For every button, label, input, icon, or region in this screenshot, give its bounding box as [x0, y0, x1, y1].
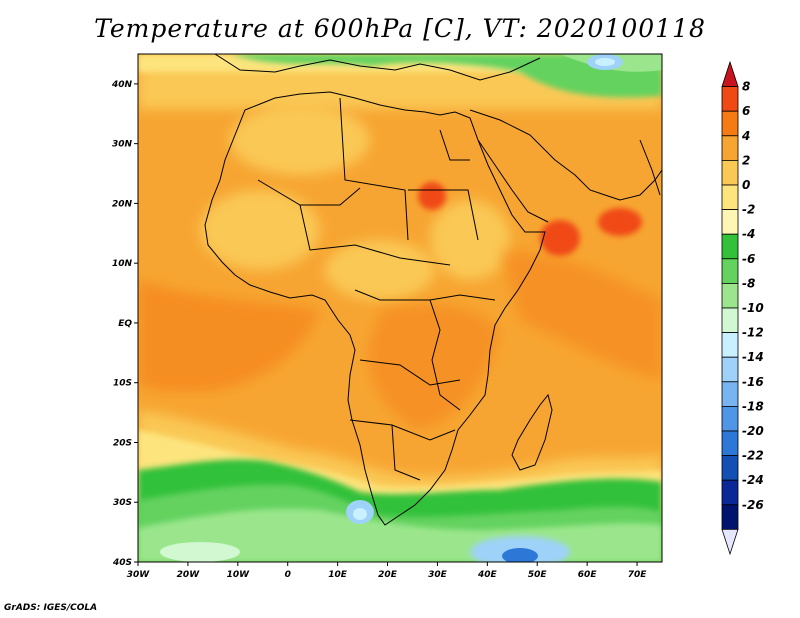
colorbar-swatch — [721, 430, 739, 457]
colorbar-swatch — [721, 529, 739, 556]
colorbar-label: -10 — [742, 301, 764, 315]
colorbar-swatch — [721, 282, 739, 309]
colorbar-label: -16 — [742, 375, 764, 389]
colorbar-swatch — [721, 209, 739, 235]
colorbar-label: 2 — [742, 153, 750, 167]
colorbar-swatch — [721, 405, 739, 432]
colorbar-swatch — [721, 258, 739, 284]
colorbar-swatch — [721, 504, 739, 530]
colorbar-swatch — [721, 356, 739, 383]
border-line — [439, 129, 470, 161]
y-tick-label: 10S — [113, 379, 132, 389]
x-tick-label: 40E — [477, 570, 498, 580]
coastlines — [204, 54, 662, 526]
x-tick-labels: 30W 20W 10W 0 10E 20E 30E 40E 50E 60E 70E — [127, 570, 647, 580]
colorbar-label: -2 — [742, 203, 755, 217]
y-tick-label: 30S — [113, 498, 132, 508]
colorbar-label: -6 — [742, 252, 755, 266]
colorbar-label: -14 — [742, 350, 764, 364]
colorbar-label: 0 — [742, 178, 750, 192]
tick-marks — [134, 83, 638, 566]
colorbar-label: -26 — [742, 498, 764, 512]
border-line — [359, 359, 461, 386]
europe-coast — [214, 54, 541, 81]
map-title: Temperature at 600hPa [C], VT: 202010011… — [94, 14, 706, 43]
border-line — [391, 424, 421, 481]
border-line — [257, 179, 361, 206]
colorbar-swatch — [721, 86, 739, 112]
x-tick-label: 50E — [528, 570, 548, 580]
y-tick-label: 40S — [112, 558, 132, 568]
colorbar-label: -8 — [742, 276, 755, 290]
red-sea-east-coast — [477, 139, 549, 223]
colorbar-swatch — [721, 455, 739, 481]
x-tick-label: 30W — [127, 570, 151, 580]
colorbar-swatch — [721, 60, 739, 87]
africa-coastline — [204, 91, 546, 526]
x-tick-label: 20E — [378, 570, 398, 580]
arabian-coast — [469, 109, 662, 201]
y-tick-label: 20S — [113, 438, 132, 448]
border-line — [349, 419, 456, 441]
border-line — [408, 189, 479, 241]
colorbar: 8 6 4 2 0 -2 -4 -6 -8 -10 -12 -14 -16 -18 -20 -22 -24 -26 — [721, 60, 764, 556]
y-tick-label: EQ — [118, 319, 132, 329]
madagascar-outline — [511, 393, 553, 471]
colorbar-swatch — [721, 381, 739, 407]
x-tick-label: 10W — [227, 570, 251, 580]
x-tick-label: 0 — [285, 570, 291, 580]
colorbar-swatch — [721, 135, 739, 161]
colorbar-swatch — [721, 332, 739, 358]
colorbar-label: 8 — [742, 80, 750, 94]
y-tick-label: 40N — [111, 80, 133, 90]
temperature-field — [138, 54, 662, 562]
y-tick-label: 20N — [112, 199, 133, 209]
colorbar-swatch — [721, 184, 739, 211]
colorbar-label: -24 — [742, 473, 764, 487]
credit-text: GrADS: IGES/COLA — [4, 603, 98, 613]
colorbar-swatch — [721, 233, 739, 260]
colorbar-swatch — [721, 110, 739, 137]
colorbar-label: 6 — [742, 104, 750, 118]
y-tick-labels: 40N 30N 20N 10N EQ 10S 20S 30S 40S — [111, 80, 133, 568]
colorbar-label: 4 — [741, 129, 750, 143]
plot-frame — [137, 53, 663, 563]
colorbar-label: -4 — [742, 227, 755, 241]
border-line — [339, 97, 409, 241]
colorbar-label: -12 — [742, 326, 764, 340]
x-tick-label: 60E — [578, 570, 598, 580]
x-tick-label: 10E — [328, 570, 348, 580]
x-tick-label: 70E — [628, 570, 648, 580]
colorbar-swatch — [721, 479, 739, 506]
x-tick-label: 20W — [177, 570, 201, 580]
colorbar-label: -18 — [742, 399, 764, 413]
x-tick-label: 30E — [428, 570, 448, 580]
colorbar-label: -22 — [742, 449, 764, 463]
border-line — [429, 299, 461, 411]
y-tick-label: 10N — [112, 259, 133, 269]
india-coast — [639, 139, 661, 196]
colorbar-swatch — [721, 159, 739, 186]
colorbar-label: -20 — [742, 424, 764, 438]
border-line — [299, 204, 451, 266]
y-tick-label: 30N — [112, 140, 133, 150]
colorbar-swatch — [721, 307, 739, 334]
